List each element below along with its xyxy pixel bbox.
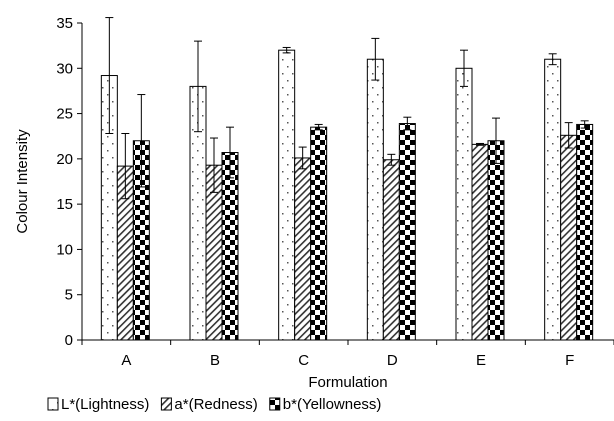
x-tick-label-B: B xyxy=(210,352,220,369)
y-tick-label-15: 15 xyxy=(56,196,73,213)
bar-E-2 xyxy=(487,140,505,341)
y-tick-label-30: 30 xyxy=(56,60,73,77)
legend-swatch-2 xyxy=(269,397,281,411)
bar-C-0 xyxy=(278,49,296,341)
y-tick-label-10: 10 xyxy=(56,241,73,258)
x-axis-title: Formulation xyxy=(308,374,387,391)
x-tick-label-C: C xyxy=(298,352,309,369)
legend-label-1: a*(Redness) xyxy=(174,396,257,413)
y-axis-title: Colour Intensity xyxy=(14,129,31,234)
y-tick-label-25: 25 xyxy=(56,106,73,123)
bar-C-1 xyxy=(294,157,312,341)
y-tick-label-20: 20 xyxy=(56,151,73,168)
x-tick-label-F: F xyxy=(565,352,574,369)
legend: L*(Lightness) a*(Redness) b*(Yellowness) xyxy=(47,396,382,413)
bar-F-2 xyxy=(576,123,594,341)
legend-label-2: b*(Yellowness) xyxy=(283,396,382,413)
bar-E-0 xyxy=(455,67,473,341)
bar-F-0 xyxy=(544,58,562,341)
bar-B-2 xyxy=(221,152,239,341)
y-tick-label-5: 5 xyxy=(65,287,73,304)
plot-area: 0 5 10 15 20 25 30 35 A B C D E F xyxy=(56,15,614,369)
bar-F-1 xyxy=(560,134,578,341)
legend-swatch-1 xyxy=(160,397,172,411)
x-tick-label-A: A xyxy=(121,352,131,369)
bar-D-2 xyxy=(398,123,416,341)
legend-swatch-0 xyxy=(47,397,59,411)
bar-D-0 xyxy=(366,58,384,341)
bar-C-2 xyxy=(310,126,328,341)
bar-E-1 xyxy=(471,143,489,341)
y-tick-label-35: 35 xyxy=(56,15,73,32)
bar-D-1 xyxy=(382,159,400,341)
y-tick-label-0: 0 xyxy=(65,332,73,349)
x-tick-label-E: E xyxy=(476,352,486,369)
x-tick-label-D: D xyxy=(387,352,398,369)
legend-label-0: L*(Lightness) xyxy=(61,396,149,413)
